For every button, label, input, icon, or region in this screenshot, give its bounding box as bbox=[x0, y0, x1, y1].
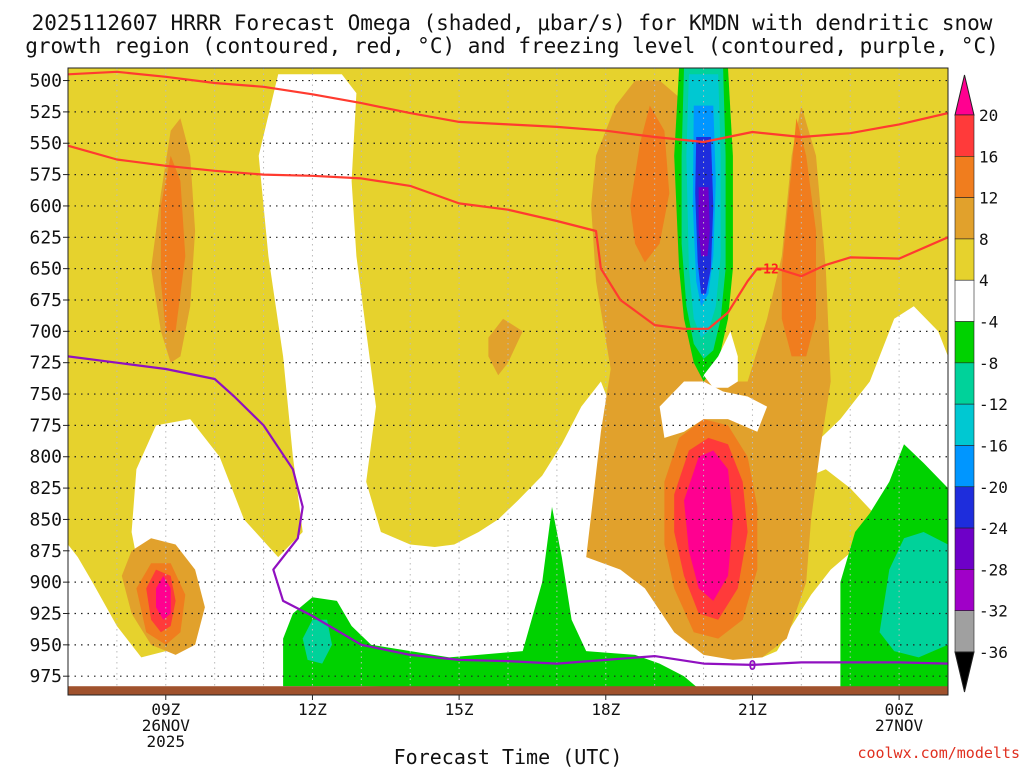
terrain-fill bbox=[68, 686, 948, 695]
y-tick-label-525: 525 bbox=[29, 102, 62, 123]
colorbar-label-1: 16 bbox=[979, 147, 998, 166]
chart-title-line2: growth region (contoured, red, °C) and f… bbox=[25, 34, 999, 58]
y-tick-label-900: 900 bbox=[29, 572, 62, 593]
gridlines bbox=[68, 68, 948, 695]
omega-purple-center bbox=[698, 187, 710, 257]
freezing-level-contour bbox=[68, 355, 948, 666]
colorbar-bin-10 bbox=[954, 486, 975, 529]
omega-orange-right bbox=[781, 118, 816, 357]
colorbar-bin-12 bbox=[954, 569, 975, 611]
y-tick-label-825: 825 bbox=[29, 478, 62, 499]
colorbar-bin-7 bbox=[954, 362, 975, 405]
y-tick-label-750: 750 bbox=[29, 384, 62, 405]
colorbar-top-arrow bbox=[954, 74, 975, 116]
colorbar-label-13: -36 bbox=[979, 643, 1008, 662]
omega-magenta-core bbox=[684, 450, 733, 601]
colorbar-label-5: -4 bbox=[979, 313, 998, 332]
y-tick-label-725: 725 bbox=[29, 353, 62, 374]
colorbar-label-7: -12 bbox=[979, 395, 1008, 414]
dgz-upper-contour bbox=[68, 70, 948, 144]
credit-text: coolwx.com/modelts bbox=[857, 744, 1020, 762]
colorbar-bin-13 bbox=[954, 610, 975, 653]
chart-title-line1: 2025112607 HRRR Forecast Omega (shaded, … bbox=[32, 11, 993, 35]
omega-orange-small bbox=[488, 318, 523, 376]
y-tick-label-550: 550 bbox=[29, 133, 62, 154]
omega-teal-right bbox=[879, 532, 948, 658]
colorbar-bin-2 bbox=[954, 156, 975, 198]
omega-shading bbox=[68, 68, 948, 689]
dgz-lower-contour bbox=[68, 144, 948, 330]
terrain bbox=[68, 686, 948, 695]
colorbar-bin-6 bbox=[954, 321, 975, 364]
colorbar-label-2: 12 bbox=[979, 189, 998, 208]
x-tick-label-9-2: 2025 bbox=[147, 732, 186, 751]
y-tick-label-775: 775 bbox=[29, 415, 62, 436]
x-tick-label-21-0: 21Z bbox=[738, 700, 767, 719]
y-tick-label-925: 925 bbox=[29, 603, 62, 624]
colorbar-bin-5 bbox=[954, 279, 975, 322]
gap-center-left bbox=[659, 381, 768, 438]
x-tick-label-24-0: 00Z bbox=[885, 700, 914, 719]
colorbar-label-8: -16 bbox=[979, 436, 1008, 455]
colorbar-bin-9 bbox=[954, 445, 975, 488]
x-tick-label-9-1: 26NOV bbox=[142, 716, 191, 735]
x-tick-label-12-0: 12Z bbox=[298, 700, 327, 719]
colorbar-label-9: -20 bbox=[979, 478, 1008, 497]
omega-orange-inner-mid bbox=[630, 105, 670, 263]
colorbar-label-3: 8 bbox=[979, 230, 989, 249]
y-tick-label-975: 975 bbox=[29, 666, 62, 687]
freezing-level-contour-label: 0 bbox=[749, 659, 757, 674]
colorbar-label-6: -8 bbox=[979, 354, 998, 373]
colorbar-bin-1 bbox=[954, 114, 975, 157]
omega-teal-low-left bbox=[302, 619, 332, 664]
y-tick-label-850: 850 bbox=[29, 509, 62, 530]
colorbar-bin-4 bbox=[954, 238, 975, 281]
gap-center-top bbox=[703, 331, 738, 388]
y-tick-label-600: 600 bbox=[29, 196, 62, 217]
y-tick-label-800: 800 bbox=[29, 447, 62, 468]
colorbar-bin-11 bbox=[954, 527, 975, 570]
y-tick-label-950: 950 bbox=[29, 635, 62, 656]
y-tick-label-625: 625 bbox=[29, 227, 62, 248]
colorbar-label-12: -32 bbox=[979, 602, 1008, 621]
x-tick-label-24-1: 27NOV bbox=[875, 716, 924, 735]
y-tick-label-500: 500 bbox=[29, 71, 62, 92]
colorbar-label-0: 20 bbox=[979, 106, 998, 125]
colorbar: 20 16 12 8 4 -4 -8 -12 -16 -20 -24 -28 -32 -36 bbox=[954, 74, 1008, 693]
y-tick-label-575: 575 bbox=[29, 165, 62, 186]
contours: -12 0 bbox=[68, 70, 948, 674]
colorbar-label-10: -24 bbox=[979, 519, 1008, 538]
y-axis: 500 525 550 575 600 625 650 675 700 725 750 775 800 8… bbox=[29, 71, 68, 687]
y-tick-label-700: 700 bbox=[29, 321, 62, 342]
y-tick-label-675: 675 bbox=[29, 290, 62, 311]
x-axis-label: Forecast Time (UTC) bbox=[394, 745, 623, 768]
omega-green-low-left bbox=[283, 506, 699, 689]
omega-orange-inner-left bbox=[160, 155, 186, 332]
colorbar-bottom-arrow bbox=[954, 651, 975, 693]
x-tick-label-15-0: 15Z bbox=[445, 700, 474, 719]
colorbar-bin-3 bbox=[954, 197, 975, 240]
x-tick-label-9-0: 09Z bbox=[151, 700, 180, 719]
dgz-lower-contour-label: -12 bbox=[755, 263, 778, 278]
plot-frame bbox=[67, 67, 949, 696]
omega-magenta-small bbox=[156, 575, 171, 620]
colorbar-bin-8 bbox=[954, 403, 975, 446]
y-tick-label-650: 650 bbox=[29, 259, 62, 280]
x-tick-label-18-0: 18Z bbox=[591, 700, 620, 719]
y-tick-label-875: 875 bbox=[29, 541, 62, 562]
colorbar-label-4: 4 bbox=[979, 271, 989, 290]
colorbar-label-11: -28 bbox=[979, 560, 1008, 579]
